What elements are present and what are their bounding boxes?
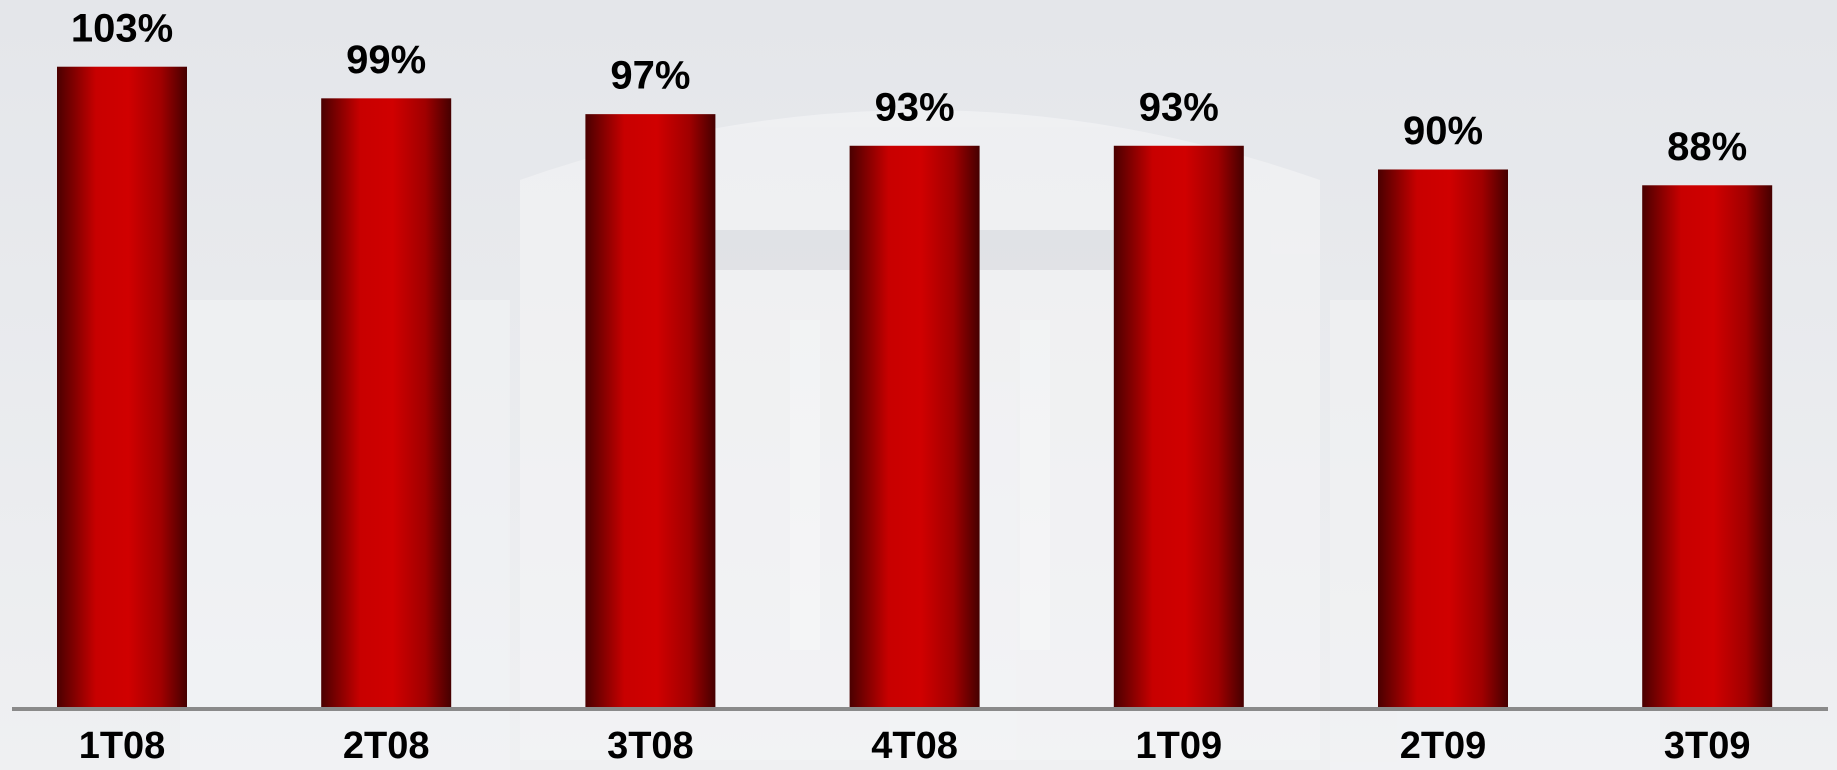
value-label: 88% xyxy=(1667,125,1747,169)
bar xyxy=(585,114,716,707)
value-label: 93% xyxy=(875,85,955,129)
bar xyxy=(849,145,980,707)
bar xyxy=(1113,145,1244,707)
value-label: 90% xyxy=(1403,109,1483,153)
x-tick-label: 2T08 xyxy=(343,725,430,767)
value-label: 97% xyxy=(610,54,690,98)
x-tick-label: 1T08 xyxy=(79,725,166,767)
x-tick-label: 3T08 xyxy=(607,725,694,767)
x-tick-label: 2T09 xyxy=(1400,725,1487,767)
x-tick-label: 4T08 xyxy=(871,725,958,767)
bar xyxy=(1642,185,1773,708)
value-label: 93% xyxy=(1139,85,1219,129)
bar xyxy=(57,66,187,707)
bar xyxy=(321,98,452,708)
bars xyxy=(57,66,1773,708)
value-label: 103% xyxy=(71,6,173,50)
x-tick-label: 3T09 xyxy=(1664,725,1751,767)
bar xyxy=(1378,169,1508,707)
x-tick-label: 1T09 xyxy=(1135,725,1222,767)
value-label: 99% xyxy=(346,38,426,82)
